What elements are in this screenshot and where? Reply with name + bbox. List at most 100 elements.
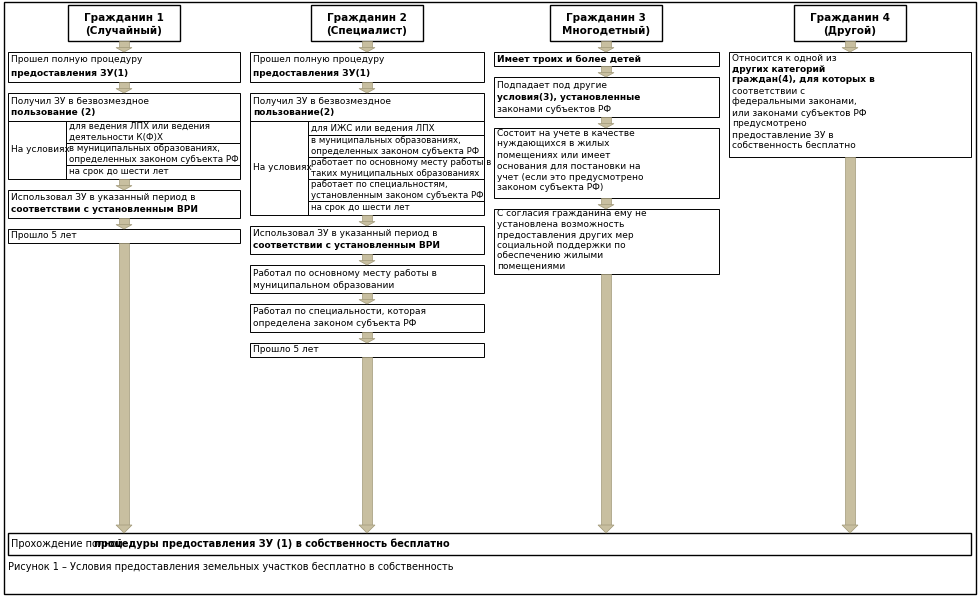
Text: нуждающихся в жилых: нуждающихся в жилых <box>497 140 610 149</box>
Text: помещениях или имеет: помещениях или имеет <box>497 150 611 159</box>
FancyBboxPatch shape <box>494 77 719 117</box>
Text: Прошло 5 лет: Прошло 5 лет <box>11 231 76 240</box>
Text: предоставление ЗУ в: предоставление ЗУ в <box>732 130 834 140</box>
Polygon shape <box>359 300 375 304</box>
Text: Рисунок 1 – Условия предоставления земельных участков бесплатно в собственность: Рисунок 1 – Условия предоставления земел… <box>8 562 454 572</box>
Text: соответствии с: соответствии с <box>732 86 806 95</box>
Text: помещениями: помещениями <box>497 262 565 271</box>
FancyBboxPatch shape <box>66 165 240 179</box>
Text: Гражданин 1: Гражданин 1 <box>84 13 164 22</box>
Text: предоставления ЗУ(1): предоставления ЗУ(1) <box>253 68 370 77</box>
FancyBboxPatch shape <box>250 226 484 254</box>
FancyBboxPatch shape <box>68 5 180 41</box>
Polygon shape <box>845 41 855 48</box>
Polygon shape <box>359 339 375 343</box>
Polygon shape <box>363 215 371 222</box>
Text: условия(3), установленные: условия(3), установленные <box>497 92 640 101</box>
Polygon shape <box>120 179 128 185</box>
Text: установлена возможность: установлена возможность <box>497 220 624 229</box>
FancyBboxPatch shape <box>250 52 484 82</box>
FancyBboxPatch shape <box>250 93 484 121</box>
Text: установленным законом субъекта РФ: установленным законом субъекта РФ <box>311 191 483 200</box>
Text: Состоит на учете в качестве: Состоит на учете в качестве <box>497 129 635 138</box>
Text: пользование(2): пользование(2) <box>253 109 334 118</box>
Text: Гражданин 3: Гражданин 3 <box>566 13 646 22</box>
Text: основания для постановки на: основания для постановки на <box>497 161 641 170</box>
FancyBboxPatch shape <box>311 5 423 41</box>
Text: социальной поддержки по: социальной поддержки по <box>497 241 625 250</box>
Text: (Случайный): (Случайный) <box>85 26 163 36</box>
Polygon shape <box>359 525 375 533</box>
FancyBboxPatch shape <box>308 121 484 135</box>
Polygon shape <box>363 41 371 48</box>
FancyBboxPatch shape <box>250 265 484 293</box>
Text: (Специалист): (Специалист) <box>326 26 408 36</box>
Polygon shape <box>359 260 375 265</box>
Polygon shape <box>116 48 132 52</box>
Text: С согласия гражданина ему не: С согласия гражданина ему не <box>497 210 647 219</box>
Text: законами субъектов РФ: законами субъектов РФ <box>497 104 612 114</box>
FancyBboxPatch shape <box>8 533 971 555</box>
FancyBboxPatch shape <box>729 52 971 157</box>
FancyBboxPatch shape <box>250 304 484 332</box>
Text: федеральными законами,: федеральными законами, <box>732 97 857 106</box>
Text: Использовал ЗУ в указанный период в: Использовал ЗУ в указанный период в <box>253 230 437 239</box>
Polygon shape <box>845 157 855 525</box>
Text: Гражданин 2: Гражданин 2 <box>327 13 407 22</box>
Text: законом субъекта РФ): законом субъекта РФ) <box>497 184 604 193</box>
Polygon shape <box>598 525 614 533</box>
Text: предоставления ЗУ(1): предоставления ЗУ(1) <box>11 68 128 77</box>
Text: Получил ЗУ в безвозмездное: Получил ЗУ в безвозмездное <box>253 97 391 106</box>
Text: Прошел полную процедуру: Прошел полную процедуру <box>11 56 142 65</box>
Text: На условиях: На условиях <box>253 164 312 173</box>
FancyBboxPatch shape <box>308 157 484 179</box>
Text: пользование (2): пользование (2) <box>11 109 95 118</box>
Text: определена законом субъекта РФ: определена законом субъекта РФ <box>253 320 416 329</box>
Text: Многодетный): Многодетный) <box>562 26 650 36</box>
Text: обеспечению жилыми: обеспечению жилыми <box>497 251 603 260</box>
Polygon shape <box>363 254 371 260</box>
Text: Гражданин 4: Гражданин 4 <box>810 13 890 22</box>
Text: определенных законом субъекта РФ: определенных законом субъекта РФ <box>69 155 238 164</box>
Text: Использовал ЗУ в указанный период в: Использовал ЗУ в указанный период в <box>11 193 195 202</box>
Polygon shape <box>116 89 132 93</box>
FancyBboxPatch shape <box>308 201 484 215</box>
Polygon shape <box>116 185 132 190</box>
Text: Прошел полную процедуру: Прошел полную процедуру <box>253 56 384 65</box>
Polygon shape <box>842 48 858 52</box>
Text: (Другой): (Другой) <box>823 26 876 36</box>
Text: граждан(4), для которых в: граждан(4), для которых в <box>732 76 875 85</box>
Text: на срок до шести лет: на срок до шести лет <box>311 204 410 213</box>
FancyBboxPatch shape <box>494 209 719 274</box>
Text: для ведения ЛПХ или ведения: для ведения ЛПХ или ведения <box>69 122 210 131</box>
Text: учет (если это предусмотрено: учет (если это предусмотрено <box>497 173 644 181</box>
Polygon shape <box>363 332 371 339</box>
Polygon shape <box>598 48 614 52</box>
FancyBboxPatch shape <box>794 5 906 41</box>
FancyBboxPatch shape <box>308 179 484 201</box>
Text: для ИЖС или ведения ЛПХ: для ИЖС или ведения ЛПХ <box>311 123 434 132</box>
Text: Подпадает под другие: Подпадает под другие <box>497 80 607 89</box>
Text: определенных законом субъекта РФ: определенных законом субъекта РФ <box>311 147 479 156</box>
Text: Работал по специальности, которая: Работал по специальности, которая <box>253 307 426 316</box>
Polygon shape <box>598 205 614 209</box>
Polygon shape <box>359 89 375 93</box>
Text: деятельности К(Ф)Х: деятельности К(Ф)Х <box>69 133 163 142</box>
Text: в муниципальных образованиях,: в муниципальных образованиях, <box>69 144 220 153</box>
Polygon shape <box>363 357 371 525</box>
Polygon shape <box>363 82 371 89</box>
FancyBboxPatch shape <box>250 121 308 215</box>
FancyBboxPatch shape <box>308 135 484 157</box>
Text: в муниципальных образованиях,: в муниципальных образованиях, <box>311 136 461 145</box>
Text: соответствии с установленным ВРИ: соответствии с установленным ВРИ <box>11 205 198 214</box>
Polygon shape <box>842 525 858 533</box>
FancyBboxPatch shape <box>8 52 240 82</box>
FancyBboxPatch shape <box>250 343 484 357</box>
Polygon shape <box>116 225 132 229</box>
FancyBboxPatch shape <box>494 52 719 66</box>
Polygon shape <box>601 66 611 72</box>
Polygon shape <box>601 41 611 48</box>
FancyBboxPatch shape <box>494 128 719 198</box>
Polygon shape <box>120 82 128 89</box>
Text: работает по основному месту работы в: работает по основному месту работы в <box>311 158 491 167</box>
